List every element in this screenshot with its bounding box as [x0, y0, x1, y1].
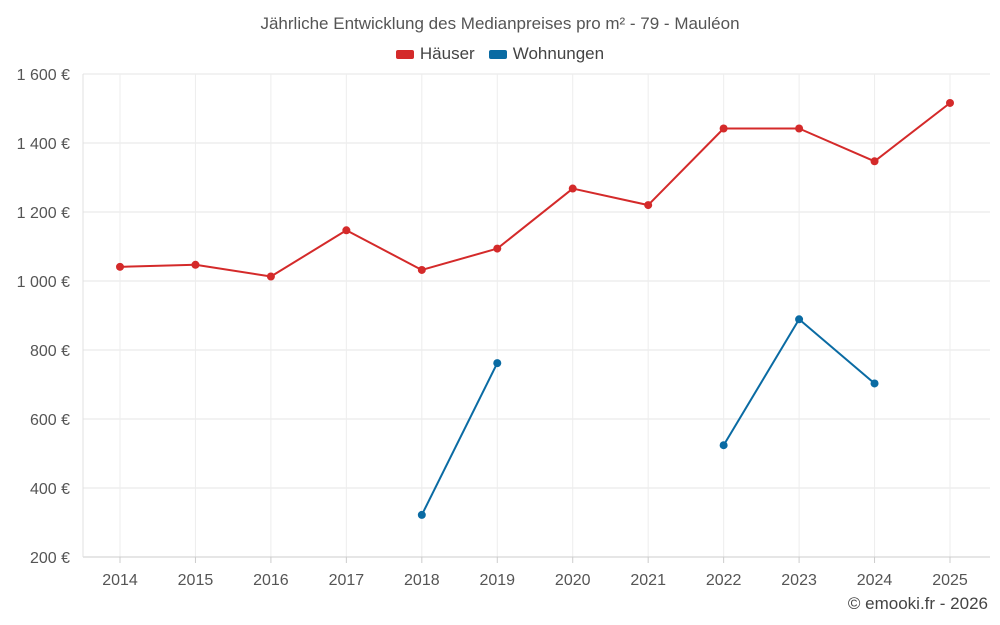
- data-point-wohnungen-2024: [870, 379, 879, 388]
- y-tick-label: 600 €: [30, 412, 70, 429]
- x-tick-label: 2016: [253, 572, 289, 589]
- legend-swatch-haeuser: [395, 49, 414, 59]
- x-tick-label: 2022: [706, 572, 742, 589]
- data-point-haeuser-2025: [946, 98, 954, 107]
- y-tick-label: 1 600 €: [17, 67, 70, 84]
- axis-layer: 1 600 € 1 400 € 1 200 € 1 000 € 800 € 600 € 40…: [17, 67, 990, 589]
- chart-legend: Häuser Wohnungen: [0, 44, 1000, 64]
- copyright-text: © emooki.fr - 2026: [847, 594, 988, 613]
- data-point-wohnungen-2022: [719, 441, 728, 450]
- series-line-wohnungen: [420, 362, 499, 516]
- chart-title: Jährliche Entwicklung des Medianpreises …: [260, 14, 740, 33]
- legend-item-wohnungen[interactable]: Wohnungen: [488, 44, 605, 64]
- series-layer: [116, 98, 954, 519]
- x-tick-label: 2014: [102, 572, 138, 589]
- legend-item-haeuser[interactable]: Häuser: [395, 44, 475, 64]
- data-point-haeuser-2022: [719, 124, 728, 133]
- series-line-haeuser: [119, 102, 951, 278]
- x-tick-label: 2023: [781, 572, 817, 589]
- y-tick-label: 400 €: [30, 481, 70, 498]
- grid-layer: [83, 73, 990, 558]
- data-point-haeuser-2014: [116, 262, 124, 271]
- legend-swatch-wohnungen: [488, 49, 507, 59]
- legend-label-wohnungen: Wohnungen: [512, 44, 605, 63]
- x-tick-label: 2019: [479, 572, 515, 589]
- data-point-haeuser-2021: [644, 201, 653, 210]
- data-point-wohnungen-2023: [795, 315, 804, 324]
- data-point-haeuser-2019: [493, 244, 502, 253]
- y-tick-label: 200 €: [30, 550, 70, 567]
- y-tick-label: 1 200 €: [17, 205, 70, 222]
- data-point-haeuser-2017: [342, 226, 351, 235]
- x-tick-label: 2020: [555, 572, 591, 589]
- data-point-haeuser-2016: [266, 272, 275, 281]
- data-point-wohnungen-2019: [493, 359, 502, 368]
- data-point-wohnungen-2018: [417, 510, 426, 519]
- x-tick-label: 2015: [178, 572, 214, 589]
- y-tick-label: 1 000 €: [17, 274, 70, 291]
- y-tick-label: 1 400 €: [17, 136, 70, 153]
- legend-label-haeuser: Häuser: [419, 44, 475, 63]
- y-tick-label: 800 €: [30, 343, 70, 360]
- x-tick-label: 2021: [630, 572, 666, 589]
- x-tick-label: 2024: [857, 572, 893, 589]
- x-tick-label: 2018: [404, 572, 440, 589]
- x-tick-label: 2025: [932, 572, 968, 589]
- data-point-haeuser-2023: [795, 124, 804, 133]
- data-point-haeuser-2020: [568, 184, 577, 193]
- data-point-haeuser-2015: [191, 260, 200, 269]
- x-tick-label: 2017: [329, 572, 365, 589]
- data-point-haeuser-2018: [417, 265, 426, 274]
- data-point-haeuser-2024: [870, 157, 879, 166]
